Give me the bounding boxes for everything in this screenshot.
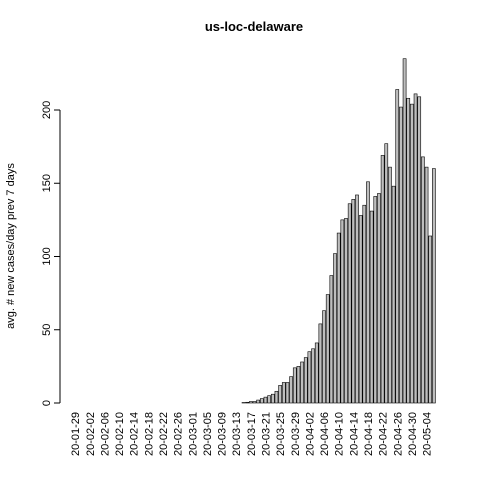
bar [344, 218, 348, 404]
y-tick-label: 0 [41, 400, 53, 406]
bar [267, 395, 271, 404]
bar [281, 382, 286, 404]
bar [249, 401, 253, 404]
x-tick-label: 20-03-17 [246, 412, 258, 456]
bar [336, 232, 341, 404]
x-tick-label: 20-02-02 [85, 412, 97, 456]
bar [366, 181, 370, 404]
bar [388, 166, 392, 404]
bar [263, 396, 268, 404]
x-tick-label: 20-03-21 [260, 412, 272, 456]
x-tick-label: 20-02-10 [114, 412, 126, 456]
bar [307, 351, 312, 404]
x-tick-label: 20-03-29 [290, 412, 302, 456]
bar [410, 103, 414, 404]
x-tick-label: 20-05-04 [422, 412, 434, 456]
x-tick-label: 20-04-06 [319, 412, 331, 456]
bar [289, 376, 293, 404]
x-tick-label: 20-02-18 [143, 412, 155, 456]
y-axis-label: avg. # new cases/day prev 7 days [5, 163, 17, 329]
bar [347, 203, 352, 404]
bar [329, 275, 334, 404]
bar [314, 342, 319, 404]
bar [252, 401, 257, 404]
x-tick-label: 20-04-10 [334, 412, 346, 456]
x-tick-label: 20-03-09 [217, 412, 229, 456]
x-tick-label: 20-04-02 [304, 412, 316, 456]
bar [373, 196, 378, 404]
y-tick-label: 150 [41, 174, 53, 192]
chart-title: us-loc-delaware [205, 19, 303, 34]
bar [278, 385, 282, 404]
y-tick-label: 100 [41, 247, 53, 265]
x-tick-label: 20-03-25 [275, 412, 287, 456]
bar [340, 219, 345, 404]
y-tick-label: 50 [41, 324, 53, 336]
bar [355, 194, 359, 404]
bar [402, 58, 407, 404]
bar [296, 366, 301, 404]
x-tick-label: 20-02-14 [129, 412, 141, 456]
x-tick-label: 20-04-18 [363, 412, 375, 456]
bar [421, 156, 425, 404]
bar [417, 96, 422, 404]
x-tick-label: 20-02-26 [173, 412, 185, 456]
bar [274, 390, 279, 404]
bar [380, 155, 385, 404]
bar [322, 310, 326, 404]
x-tick-label: 20-03-01 [187, 412, 199, 456]
x-tick-label: 20-04-22 [378, 412, 390, 456]
x-tick-label: 20-04-14 [348, 412, 360, 456]
x-tick-label: 20-02-06 [99, 412, 111, 456]
bar [318, 323, 323, 404]
x-tick-label: 20-03-05 [202, 412, 214, 456]
bar [399, 106, 403, 404]
bar [391, 185, 396, 404]
bar [325, 294, 330, 404]
bar [432, 168, 436, 404]
x-tick-label: 20-04-30 [407, 412, 419, 456]
bar [406, 97, 411, 404]
bar [285, 382, 290, 404]
bar [259, 398, 264, 404]
bar [245, 401, 250, 404]
bar [377, 193, 381, 404]
bar [351, 199, 356, 404]
bar [333, 253, 337, 404]
bar [270, 393, 275, 404]
bar [300, 361, 304, 404]
bar [311, 348, 315, 404]
x-tick-label: 20-04-26 [392, 412, 404, 456]
bar [413, 93, 418, 404]
bar [358, 215, 363, 404]
y-tick-label: 200 [41, 101, 53, 119]
bar [369, 210, 374, 404]
bar [384, 143, 389, 404]
bar [424, 166, 429, 404]
x-tick-label: 20-02-22 [158, 412, 170, 456]
bar [303, 357, 308, 404]
bar [395, 89, 400, 404]
bar [362, 204, 367, 404]
x-tick-label: 20-03-13 [231, 412, 243, 456]
bar [428, 235, 433, 404]
bar [256, 399, 260, 404]
bar [292, 367, 297, 404]
x-tick-label: 20-01-29 [70, 412, 82, 456]
